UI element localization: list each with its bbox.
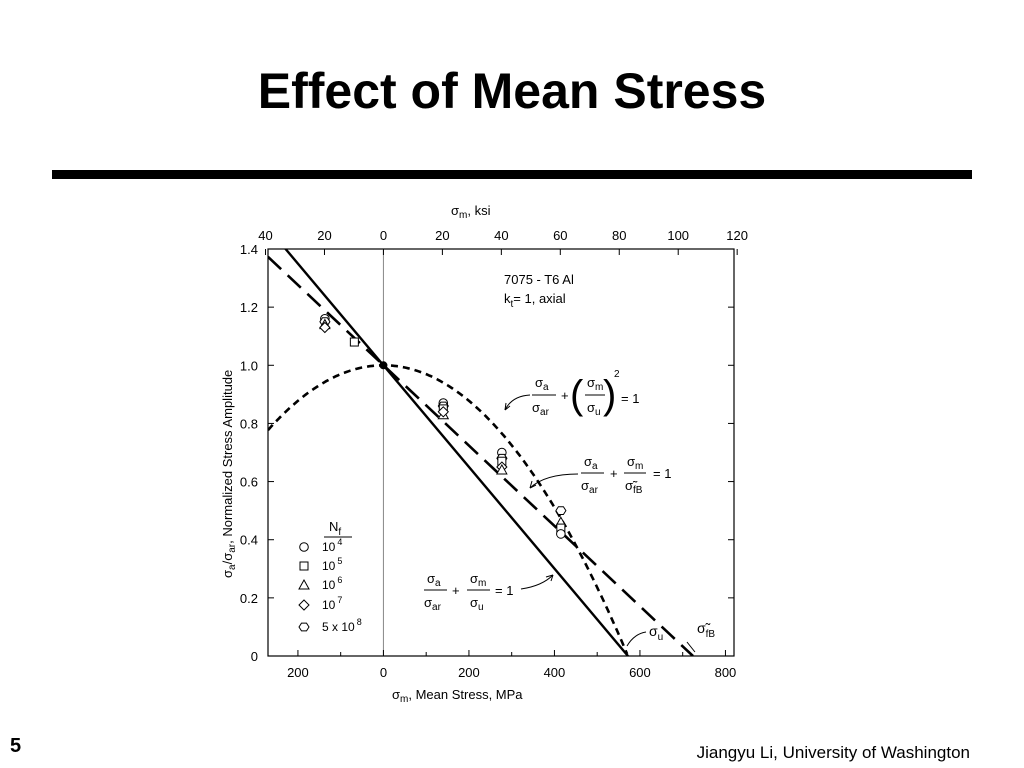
top-tick-label: 80	[612, 228, 626, 243]
x-tick-label: 800	[715, 665, 737, 680]
top-tick-label: 0	[380, 228, 387, 243]
x-tick-label: 600	[629, 665, 651, 680]
svg-text:2: 2	[614, 369, 620, 380]
goodman-curve	[284, 249, 629, 656]
goodman-equation: σa σar + σm σu = 1	[424, 571, 554, 613]
legend-entry-1e7: 10 7	[322, 595, 342, 612]
top-tick-label: 60	[553, 228, 567, 243]
svg-text:σu: σu	[649, 623, 663, 643]
legend-marker-square	[299, 561, 309, 571]
morrow-equation: σa σar + σm σ̃fB = 1	[529, 454, 671, 496]
svg-text:= 1: = 1	[653, 466, 671, 481]
svg-text:= 1: = 1	[621, 391, 639, 406]
top-tick-label: 40	[494, 228, 508, 243]
y-tick-label: 1.2	[240, 300, 258, 315]
svg-text:σa: σa	[535, 375, 549, 393]
y-tick-label: 0	[251, 649, 258, 664]
y-tick-label: 0.6	[240, 475, 258, 490]
svg-text:+: +	[561, 388, 569, 403]
tick-labels: 200 0 200 400 600 80000.20.40.60.81.01.21.440…	[240, 228, 748, 680]
top-tick-label: 120	[726, 228, 748, 243]
data-point-circle	[556, 529, 566, 539]
y-tick-label: 1.4	[240, 242, 258, 257]
legend-markers	[298, 542, 310, 632]
svg-text:σar: σar	[581, 478, 599, 496]
sigma-u-label: σu	[626, 623, 663, 647]
svg-text:+: +	[452, 583, 460, 598]
footer-credit: Jiangyu Li, University of Washington	[696, 743, 970, 762]
svg-text:σu: σu	[470, 595, 484, 613]
data-point-diamond	[437, 406, 449, 418]
legend-marker-hexagon	[298, 622, 310, 632]
legend: Nf 10 4 10 5 10 6 10 7 5 x 10 8	[298, 519, 362, 634]
sigma-fb-label: σ̃fB	[697, 620, 715, 640]
svg-text:σm: σm	[470, 571, 486, 589]
legend-header: Nf	[329, 519, 341, 538]
curves	[268, 249, 694, 656]
legend-marker-circle	[299, 542, 309, 552]
data-point-triangle	[496, 463, 508, 475]
kt-label: kt= 1, axial	[504, 291, 566, 310]
x-tick-label: 200	[287, 665, 309, 680]
top-tick-label: 20	[435, 228, 449, 243]
sigma-fb-pointer	[686, 641, 696, 653]
svg-text:σa: σa	[584, 454, 598, 472]
top-tick-label: 20	[317, 228, 331, 243]
x-tick-label: 400	[544, 665, 566, 680]
gerber-curve	[268, 364, 629, 655]
legend-entry-1e5: 10 5	[322, 556, 342, 573]
axes	[265, 248, 738, 657]
data-points	[319, 313, 567, 539]
y-axis-title: σa/σar, Normalized Stress Amplitude	[220, 370, 238, 578]
svg-text:(: (	[570, 373, 584, 417]
y-tick-label: 0.8	[240, 416, 258, 431]
x-axis-title: σm, Mean Stress, MPa	[392, 687, 523, 705]
title-rule	[52, 170, 972, 179]
x-tick-label: 200	[458, 665, 480, 680]
top-axis-title: σm, ksi	[451, 203, 491, 221]
svg-text:σm: σm	[587, 375, 603, 393]
legend-entry-5e8: 5 x 10 8	[322, 617, 362, 634]
y-tick-label: 1.0	[240, 358, 258, 373]
svg-text:σa: σa	[427, 571, 441, 589]
svg-text:σ̃fB: σ̃fB	[697, 620, 715, 640]
data-point-hexagon	[555, 506, 567, 515]
svg-text:σ̃fB: σ̃fB	[625, 478, 643, 496]
legend-marker-diamond	[298, 599, 310, 611]
x-tick-label: 0	[380, 665, 387, 680]
data-point-square	[349, 337, 359, 347]
svg-text:σar: σar	[532, 400, 550, 418]
gerber-equation: σa σar + ( σm σu ) 2 = 1	[504, 369, 639, 418]
y-tick-label: 0.2	[240, 591, 258, 606]
legend-marker-triangle	[298, 578, 310, 590]
svg-text:σu: σu	[587, 400, 601, 418]
y-tick-label: 0.4	[240, 533, 258, 548]
svg-text:σar: σar	[424, 595, 442, 613]
svg-text:= 1: = 1	[495, 583, 513, 598]
material-label: 7075 - T6 Al	[504, 272, 574, 287]
legend-entry-1e6: 10 6	[322, 575, 342, 592]
page-number: 5	[10, 735, 22, 757]
morrow-curve	[268, 255, 694, 656]
svg-text:): )	[603, 373, 616, 417]
svg-text:+: +	[610, 466, 618, 481]
top-tick-label: 40	[258, 228, 272, 243]
data-point-diamond	[319, 321, 331, 334]
data-point-dot	[379, 361, 388, 370]
top-tick-label: 100	[667, 228, 689, 243]
slide-title: Effect of Mean Stress	[257, 63, 767, 119]
svg-text:σm: σm	[627, 454, 643, 472]
legend-entry-1e4: 10 4	[322, 537, 342, 554]
